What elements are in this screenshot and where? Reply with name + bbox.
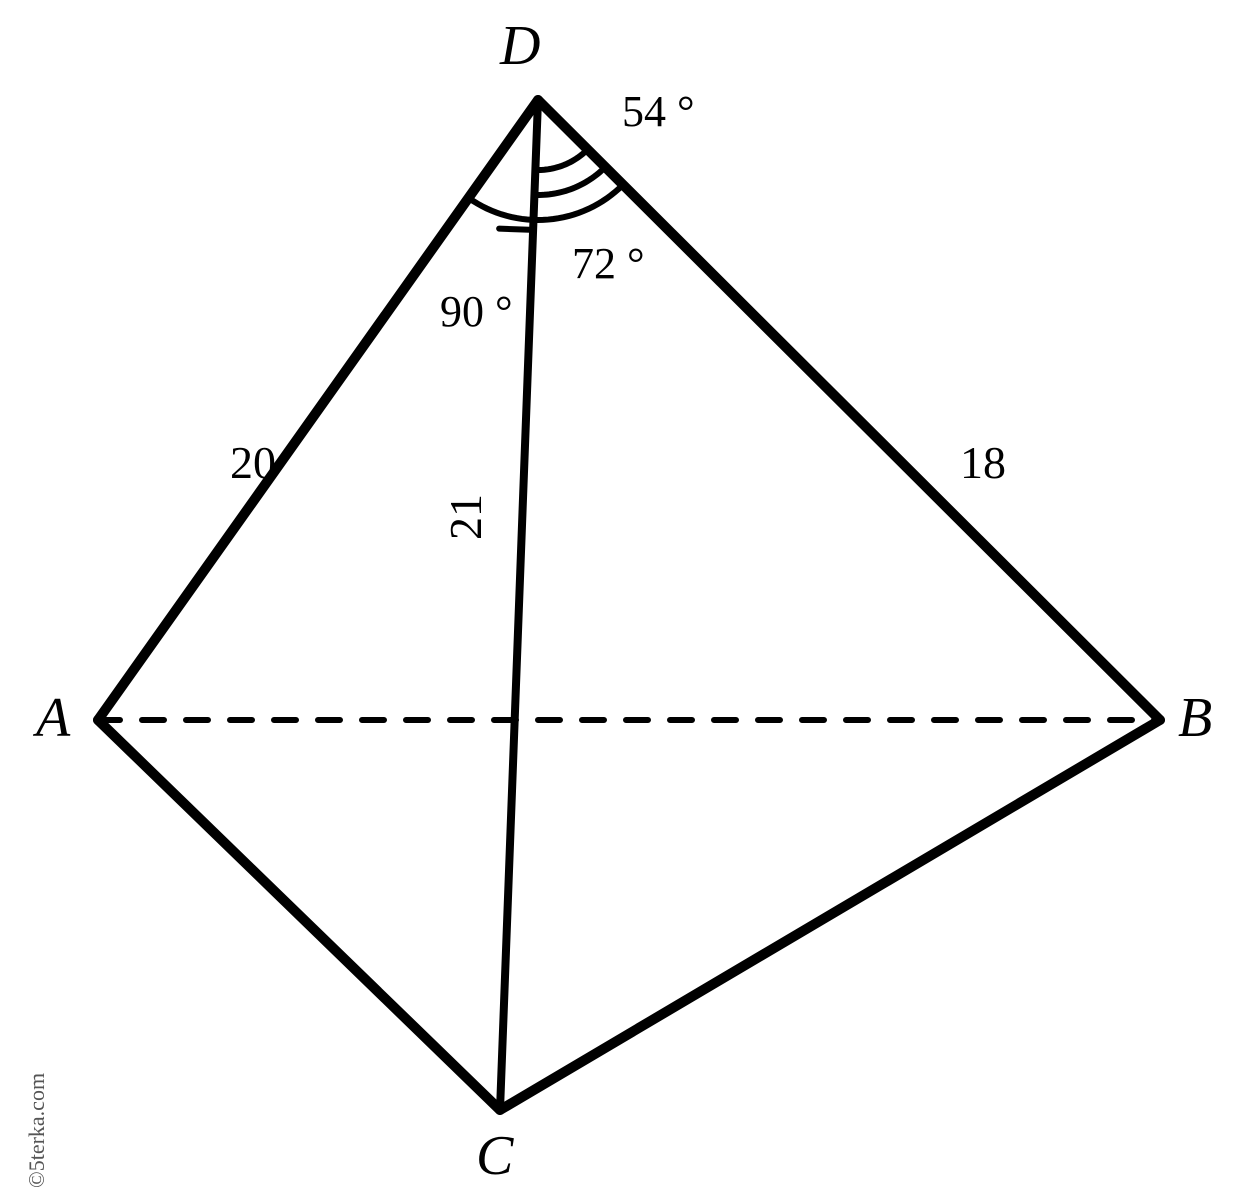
vertex-label-b: B [1178,690,1212,746]
angle-label-72: 72 ° [572,242,645,286]
angle-label-90: 90 ° [440,290,513,334]
watermark-text: ©5terka.com [24,1073,50,1188]
vertex-label-d: D [500,18,540,74]
side-label-da: 20 [230,440,276,486]
angle-label-54: 54 ° [622,90,695,134]
diagram-stage: D A B C 20 18 21 54 ° 72 ° 90 ° ©5terka.… [0,0,1239,1199]
vertex-label-a: A [36,690,70,746]
vertex-label-c: C [476,1128,513,1184]
side-label-dc: 21 [443,494,489,540]
side-label-db: 18 [960,440,1006,486]
diagram-svg [0,0,1239,1199]
